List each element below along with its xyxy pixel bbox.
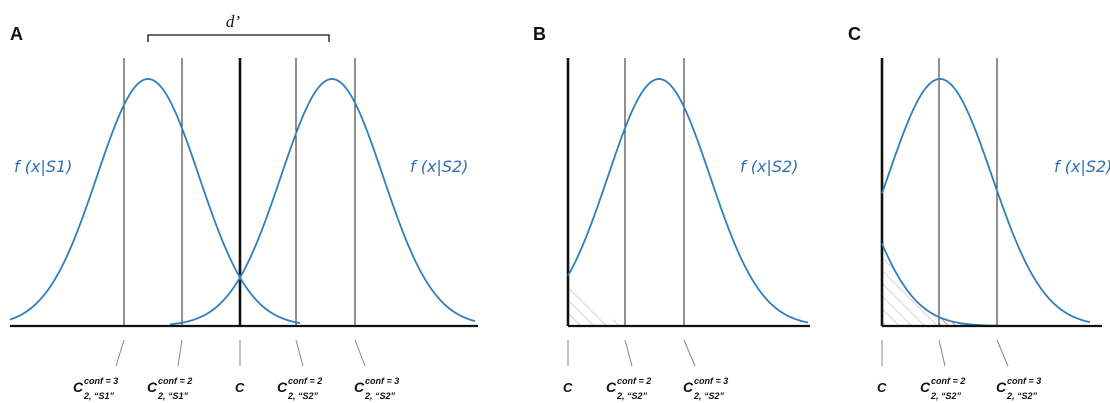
curve-s2: [881, 78, 1091, 324]
criterion-sup: conf = 2: [158, 376, 192, 386]
dprime-bracket: [147, 34, 330, 42]
leader-tick: [938, 339, 946, 367]
criterion-sup: conf = 3: [694, 376, 728, 386]
curve-s1: [9, 78, 301, 324]
criterion-label-c3-s2: C conf = 3 2, “S2”: [996, 376, 1041, 401]
dprime-label: d’: [226, 12, 241, 31]
criterion-base: C: [996, 379, 1007, 395]
criterion-sup: conf = 3: [84, 376, 118, 386]
curve-s2: [169, 78, 476, 326]
curve-s2: [567, 78, 809, 324]
criterion-sub: 2, “S1”: [83, 391, 115, 401]
leader-tick: [354, 339, 366, 367]
criterion-sub: 2, “S1”: [157, 391, 189, 401]
criterion-sup: conf = 2: [617, 376, 651, 386]
criterion-base: C: [683, 379, 694, 395]
hatched-area-c: [882, 243, 939, 326]
panel-c-letter: C: [848, 24, 861, 44]
panel-a-letter: A: [10, 24, 23, 44]
leader-tick: [624, 339, 633, 367]
criterion-label-c2-s2: C conf = 2 2, “S2”: [277, 376, 322, 401]
criterion-label-c2-s2: C conf = 2 2, “S2”: [606, 376, 651, 401]
criterion-label-c2-s2: C conf = 2 2, “S2”: [920, 376, 965, 401]
criterion-label-c3-s1: C conf = 3 2, “S1”: [73, 376, 118, 401]
criterion-sup: conf = 2: [288, 376, 322, 386]
leader-tick: [295, 339, 304, 367]
criterion-label-c3-s2: C conf = 3 2, “S2”: [354, 376, 399, 401]
criterion-sup: conf = 3: [1007, 376, 1041, 386]
criterion-base: C: [277, 379, 288, 395]
criterion-label-c2-s1: C conf = 2 2, “S1”: [147, 376, 192, 401]
criterion-base: C: [563, 380, 573, 395]
criterion-sup: conf = 3: [365, 376, 399, 386]
dist-label-s1: f (x|S1): [14, 157, 72, 176]
criterion-sup: conf = 2: [931, 376, 965, 386]
criterion-sub: 2, “S2”: [693, 391, 725, 401]
leader-tick: [177, 339, 183, 367]
criterion-base: C: [235, 380, 245, 395]
criterion-label-c: C: [235, 380, 245, 395]
leader-tick: [683, 339, 696, 367]
criterion-base: C: [877, 380, 887, 395]
panel-c: C f (x|S2) C C conf = 2 2, “S2” C conf =…: [848, 24, 1110, 401]
criterion-sub: 2, “S2”: [287, 391, 319, 401]
panel-a: A d’ f (x|S1) f (x|S2) C conf = 3 2, “S1…: [9, 12, 478, 401]
criterion-base: C: [354, 379, 365, 395]
criterion-label-c: C: [877, 380, 887, 395]
criterion-base: C: [920, 379, 931, 395]
criterion-base: C: [606, 379, 617, 395]
dist-label-s2: f (x|S2): [740, 157, 798, 176]
criterion-base: C: [73, 379, 84, 395]
criterion-base: C: [147, 379, 158, 395]
hatched-area-b: [568, 279, 626, 326]
criterion-sub: 2, “S2”: [616, 391, 648, 401]
criterion-sub: 2, “S2”: [1006, 391, 1038, 401]
criterion-sub: 2, “S2”: [930, 391, 962, 401]
leader-tick: [115, 339, 125, 367]
leader-tick: [996, 339, 1009, 367]
dist-label-s2: f (x|S2): [410, 157, 468, 176]
panel-b-letter: B: [533, 24, 546, 44]
dist-label-s2: f (x|S2): [1054, 157, 1110, 176]
criterion-label-c3-s2: C conf = 3 2, “S2”: [683, 376, 728, 401]
criterion-sub: 2, “S2”: [364, 391, 396, 401]
panel-b: B f (x|S2) C C conf = 2 2, “S2” C conf =…: [533, 24, 810, 401]
criterion-label-c: C: [563, 380, 573, 395]
